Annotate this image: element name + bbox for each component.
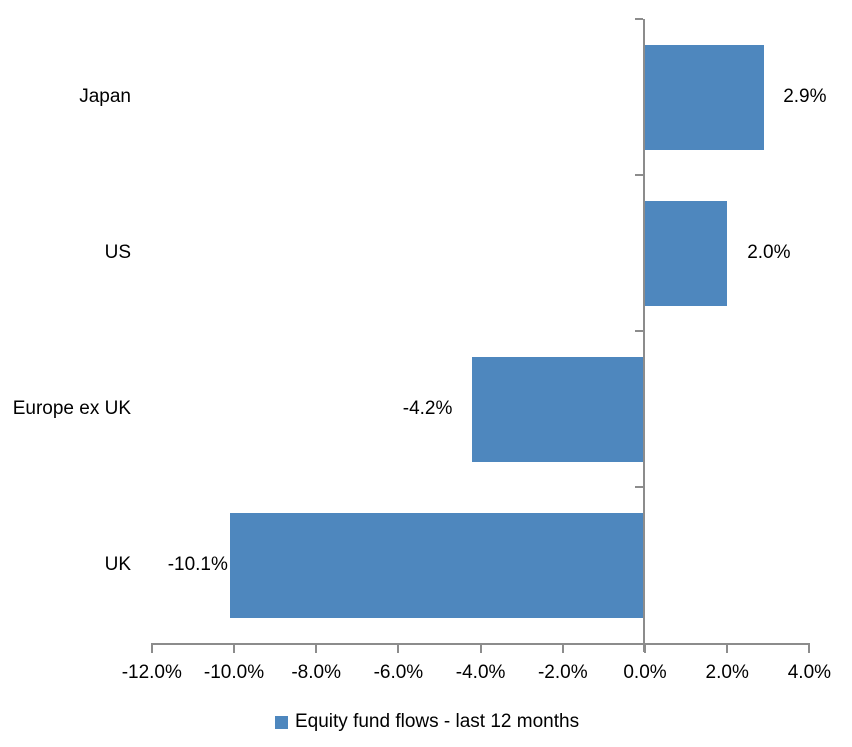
x-axis-tick	[561, 643, 564, 653]
chart-legend: Equity fund flows - last 12 months	[275, 710, 579, 734]
bar-europe-ex-uk	[472, 356, 645, 462]
x-axis-tick	[150, 643, 153, 653]
y-axis-tick	[635, 330, 643, 332]
data-label: -4.2%	[402, 398, 453, 419]
x-axis-tick-label: 4.0%	[787, 662, 832, 683]
x-axis-tick	[479, 643, 482, 653]
legend-swatch-icon	[275, 715, 288, 729]
data-label: 2.0%	[747, 242, 791, 263]
x-axis-tick	[397, 643, 400, 653]
category-label: Europe ex UK	[12, 398, 131, 419]
category-label: US	[104, 242, 131, 263]
x-axis-tick	[315, 643, 318, 653]
category-label: Japan	[79, 86, 131, 107]
y-axis-line	[643, 19, 645, 652]
legend-label: Equity fund flows - last 12 months	[295, 711, 580, 732]
x-axis-tick-label: 2.0%	[705, 662, 749, 683]
bar-us	[645, 200, 728, 306]
x-axis-tick-label: -10.0%	[203, 662, 265, 683]
x-axis-tick-label: -2.0%	[537, 662, 588, 683]
x-axis-tick	[644, 643, 646, 653]
y-axis-tick	[635, 18, 643, 20]
x-axis-tick-label: -4.0%	[455, 662, 506, 683]
y-axis-tick	[635, 486, 643, 488]
bar-japan	[645, 44, 765, 150]
category-label: UK	[104, 554, 131, 575]
x-axis-tick-label: -12.0%	[121, 662, 182, 683]
x-axis-tick	[233, 643, 235, 653]
x-axis-tick-label: -8.0%	[291, 662, 341, 683]
x-axis-tick	[808, 643, 811, 653]
data-label: -10.1%	[167, 554, 228, 575]
x-axis-tick-label: -6.0%	[373, 662, 424, 683]
x-axis-tick	[726, 643, 729, 653]
y-axis-tick	[635, 174, 643, 176]
x-axis-tick-label: 0.0%	[623, 662, 667, 683]
data-label: 2.9%	[783, 86, 827, 107]
bar-uk	[229, 512, 645, 618]
